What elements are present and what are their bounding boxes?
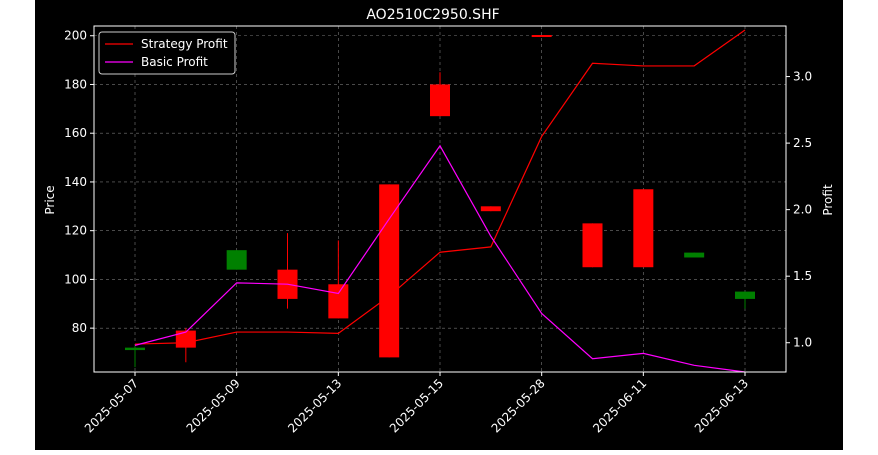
legend-box: [98, 31, 236, 75]
y-tick-label: 100: [64, 272, 87, 286]
y-tick-label: 160: [64, 126, 87, 140]
candle-body: [175, 330, 196, 348]
candle-body: [735, 291, 755, 299]
candle-body: [125, 347, 145, 351]
y-tick-label: 140: [64, 175, 87, 189]
y-tick-label: 180: [64, 77, 87, 91]
y2-tick-label: 1.5: [793, 269, 812, 283]
y-tick-label: 120: [64, 224, 87, 238]
y2-tick-label: 2.0: [793, 203, 812, 217]
price-profit-chart: AO2510C2950.SHF 80 100 120 140 160 180 200 1.0 1…: [43, 7, 835, 435]
basic-profit-legend-label: Basic Profit: [141, 55, 208, 69]
y2-tick-label: 2.5: [793, 136, 812, 150]
x-tick-label: 2025-06-13: [692, 376, 751, 435]
y-axis-label: Price: [43, 185, 57, 214]
basic-profit-line: [134, 144, 746, 373]
y-tick-label: 200: [64, 29, 87, 43]
candle-body: [582, 223, 603, 268]
candle-body: [328, 284, 349, 319]
candle-body: [684, 252, 705, 258]
chart-figure: AO2510C2950.SHF 80 100 120 140 160 180 200 1.0 1…: [35, 0, 843, 450]
candle-body: [430, 84, 450, 117]
x-tick-label: 2025-06-11: [590, 376, 649, 435]
candle-body: [379, 184, 400, 358]
candle-body: [531, 35, 552, 38]
profit-lines: [134, 29, 746, 373]
candle-body: [480, 206, 501, 212]
chart-title: AO2510C2950.SHF: [366, 7, 499, 23]
x-tick-label: 2025-05-28: [489, 376, 548, 435]
strategy-profit-line: [134, 29, 746, 345]
y2-tick-label: 3.0: [793, 70, 812, 84]
y2-tick-label: 1.0: [793, 336, 812, 350]
x-tick-label: 2025-05-15: [387, 376, 446, 435]
x-tick-label: 2025-05-07: [82, 376, 141, 435]
candle-body: [226, 250, 247, 270]
y2-axis-label: Profit: [821, 184, 835, 216]
x-tick-label: 2025-05-09: [184, 376, 243, 435]
candle-body: [633, 189, 654, 268]
y-tick-label: 80: [72, 321, 87, 335]
legend: Strategy Profit Basic Profit: [98, 31, 236, 75]
strategy-profit-legend-label: Strategy Profit: [141, 37, 228, 51]
candlesticks: [125, 35, 755, 368]
x-tick-label: 2025-05-13: [285, 376, 344, 435]
